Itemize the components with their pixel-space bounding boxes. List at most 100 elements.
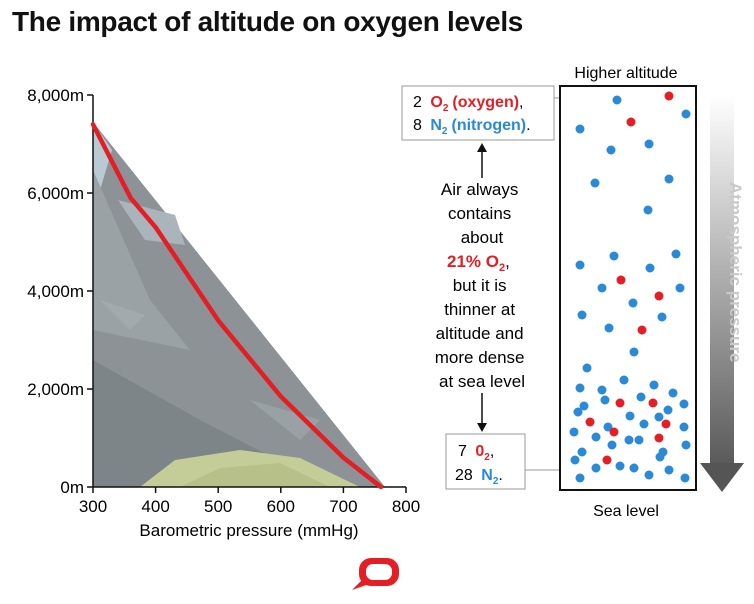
- oxygen-molecule: [585, 417, 595, 427]
- svg-text:8 N2(nitrogen).: 8 N2 (nitrogen).: [413, 117, 531, 137]
- svg-text:but it is thinner at: but it is thinner at altitude and more d…: [435, 276, 530, 391]
- nitrogen-molecule: [636, 392, 646, 402]
- x-tick-label: 800: [392, 497, 420, 516]
- oxygen-molecule: [664, 91, 674, 101]
- nitrogen-molecule: [573, 407, 583, 417]
- svg-text:2 O2(oxygen),: 2 O2 (oxygen),: [413, 94, 524, 114]
- y-tick-label: 4,000m: [27, 282, 84, 301]
- nitrogen-molecule: [577, 447, 587, 457]
- oxygen-molecule: [609, 427, 619, 437]
- nitrogen-molecule: [654, 412, 664, 422]
- x-tick-label: 500: [204, 497, 232, 516]
- bottom-n2-punct: .: [498, 467, 502, 484]
- nitrogen-molecule: [644, 139, 654, 149]
- nitrogen-molecule: [680, 473, 690, 483]
- bottom-callout-box: [445, 433, 526, 490]
- oxygen-molecule: [654, 433, 664, 443]
- nitrogen-molecule: [679, 399, 689, 409]
- explanatory-note: Air always contains about 21% O2, but it…: [435, 143, 530, 432]
- column-top-label: Higher altitude: [574, 65, 677, 82]
- y-tick-label: 8,000m: [27, 86, 84, 105]
- bottom-o2-count: 7: [458, 443, 467, 460]
- oxygen-molecule: [661, 419, 671, 429]
- bottom-o2-punct: ,: [490, 443, 494, 460]
- pressure-arrow: Atmospheric pressure: [700, 95, 745, 492]
- nitrogen-molecule: [570, 455, 580, 465]
- note-highlight: 21% O: [447, 252, 499, 271]
- nitrogen-molecule: [675, 283, 685, 293]
- nitrogen-molecule: [609, 251, 619, 261]
- down-arrow-head: [477, 423, 487, 432]
- svg-text:21% O2,: 21% O2,: [447, 252, 510, 274]
- top-callout: 2 O2 (oxygen), 8 N2 (nitrogen).: [401, 85, 560, 141]
- bottom-n2-formula: N: [481, 467, 493, 484]
- nitrogen-molecule: [575, 383, 585, 393]
- svg-text:Air always contains: Air always contains about: [441, 180, 523, 247]
- y-axis-ticks: 0m 2,000m 4,000m 6,000m 8,000m: [27, 86, 93, 497]
- molecules: [569, 91, 691, 483]
- nitrogen-molecule: [606, 145, 616, 155]
- nitrogen-molecule: [649, 380, 659, 390]
- nitrogen-molecule: [625, 411, 635, 421]
- note-line3: about: [461, 228, 504, 247]
- note-line1: Air always: [441, 180, 518, 199]
- nitrogen-molecule: [604, 323, 614, 333]
- nitrogen-molecule: [679, 422, 689, 432]
- top-n2-punct: .: [526, 117, 530, 134]
- publisher-logo: [352, 558, 399, 590]
- molecule-column: [559, 85, 697, 491]
- series-line-pressure: [90, 122, 384, 490]
- note-line8: more dense: [435, 348, 525, 367]
- oxygen-molecule: [626, 117, 636, 127]
- nitrogen-molecule: [619, 375, 629, 385]
- note-line7: altitude and: [436, 324, 524, 343]
- top-callout-box: [401, 85, 555, 141]
- nitrogen-molecule: [681, 109, 691, 119]
- pressure-arrow-shaft: [710, 95, 734, 465]
- x-tick-label: 700: [329, 497, 357, 516]
- top-o2-name: (oxygen): [452, 94, 519, 111]
- nitrogen-molecule: [590, 178, 600, 188]
- nitrogen-molecule: [597, 283, 607, 293]
- nitrogen-molecule: [591, 463, 601, 473]
- nitrogen-molecule: [600, 395, 610, 405]
- up-arrow-head: [477, 143, 487, 152]
- bottom-n2-count: 28: [455, 467, 473, 484]
- column-bottom-label: Sea level: [593, 503, 659, 520]
- nitrogen-molecule: [663, 405, 673, 415]
- nitrogen-molecule: [639, 419, 649, 429]
- nitrogen-molecule: [629, 463, 639, 473]
- x-tick-label: 300: [79, 497, 107, 516]
- nitrogen-molecule: [628, 298, 638, 308]
- y-tick-label: 0m: [60, 478, 84, 497]
- x-tick-label: 400: [141, 497, 169, 516]
- axes: 0m 2,000m 4,000m 6,000m 8,000m 300 400 500 600 7…: [27, 86, 420, 516]
- x-axis-ticks: 300 400 500 600 700 800: [79, 487, 420, 516]
- nitrogen-molecule: [603, 422, 613, 432]
- bottom-o2-formula: 0: [475, 443, 484, 460]
- pressure-arrow-label: Atmospheric pressure: [726, 182, 745, 362]
- oxygen-molecule: [615, 398, 625, 408]
- oxygen-molecule: [654, 291, 664, 301]
- bottom-o2-sub: 2: [484, 452, 490, 463]
- nitrogen-molecule: [575, 124, 585, 134]
- nitrogen-molecule: [657, 312, 667, 322]
- top-o2-formula: O: [430, 94, 442, 111]
- nitrogen-molecule: [577, 310, 587, 320]
- oxygen-molecule: [648, 398, 658, 408]
- note-line2: contains: [448, 204, 511, 223]
- oxygen-molecule: [616, 275, 626, 285]
- x-axis-label: Barometric pressure (mmHg): [139, 521, 358, 540]
- nitrogen-molecule: [668, 388, 678, 398]
- bottom-n2-sub: 2: [493, 476, 499, 487]
- nitrogen-molecule: [612, 95, 622, 105]
- nitrogen-molecule: [681, 440, 691, 450]
- top-n2-count: 8: [413, 117, 422, 134]
- nitrogen-molecule: [671, 249, 681, 259]
- nitrogen-molecule: [634, 435, 644, 445]
- top-n2-sub: 2: [442, 126, 448, 137]
- nitrogen-molecule: [615, 461, 625, 471]
- oxygen-molecule: [602, 455, 612, 465]
- nitrogen-molecule: [597, 385, 607, 395]
- note-highlight-punct: ,: [505, 252, 510, 271]
